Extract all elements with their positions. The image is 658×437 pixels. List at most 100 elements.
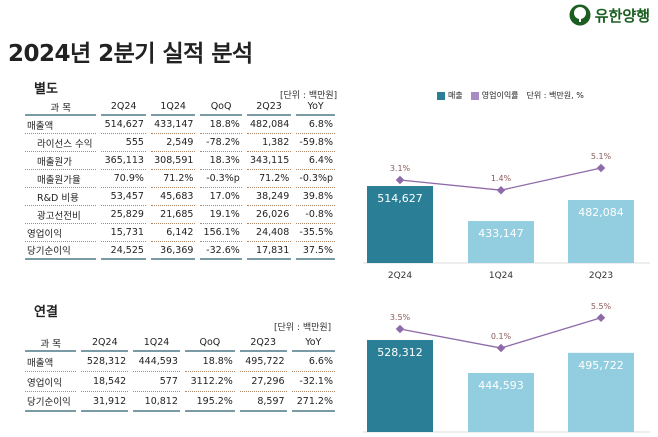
cell: 17,831 [246,242,292,260]
cell: 482,084 [246,116,292,134]
margin-label: 3.5% [390,313,411,322]
margin-point [395,324,405,334]
row-label: 당기순이익 [25,392,77,412]
legend-unit: 단위 : 백만원, % [526,91,584,100]
bar-2Q23 [568,352,634,432]
cell: 8,597 [239,392,287,412]
row-label: 매출원가율 [25,170,97,188]
row-label: 매출원가 [25,152,97,170]
table-row: 광고선전비 25,829 21,685 19.1% 26,026 -0.8% [25,206,335,224]
table-row: R&D 비용 53,457 45,683 17.0% 38,249 39.8% [25,188,335,206]
column-header: 과 목 [25,99,97,116]
cell: 36,369 [150,242,196,260]
cell: 6.4% [296,152,335,170]
cell: 71.2% [246,170,292,188]
cell: 6.8% [296,116,335,134]
column-header: 과 목 [25,335,77,352]
cell: 18.8% [200,116,242,134]
cell: 514,627 [101,116,146,134]
consolidated-chart: 528,3122Q24444,5931Q24495,7222Q233.5%0.1… [363,302,650,433]
bar-label: 514,627 [377,192,423,205]
cell: 31,912 [81,392,129,412]
bar-2Q24 [367,186,433,263]
cell: 70.9% [101,170,146,188]
cell: 27,296 [239,372,287,392]
cell: 24,408 [246,224,292,242]
cell: 53,457 [101,188,146,206]
margin-label: 1.4% [491,174,512,183]
bar-2Q24 [367,339,433,432]
cell: 271.2% [291,392,335,412]
standalone-table: 과 목 2Q24 1Q24 QoQ 2Q23 YoY 매출액 514,627 433,147 18… [20,99,340,260]
row-label: 매출액 [25,116,97,134]
cell: 577 [133,372,180,392]
margin-label: 3.1% [390,164,411,173]
bar-label: 495,722 [578,359,624,372]
column-header: 1Q24 [150,99,196,116]
cell: 6.6% [291,352,335,372]
tree-logo-icon [569,4,591,26]
cell: 45,683 [150,188,196,206]
bar-label: 433,147 [478,227,524,240]
cell: 343,115 [246,152,292,170]
row-label: 영업이익 [25,224,97,242]
cell: 2,549 [150,134,196,152]
consolidated-unit: [단위 : 백만원] [274,323,332,333]
table-row: 당기순이익 24,525 36,369 -32.6% 17,831 37.5% [25,242,335,260]
column-header: 2Q23 [246,99,292,116]
chart-legend: 매출 영업이익률 단위 : 백만원, % [437,90,584,101]
legend-sales: 매출 [437,90,463,101]
cell: -0.3%p [200,170,242,188]
row-label: 광고선전비 [25,206,97,224]
x-tick-label: 2Q23 [589,271,613,281]
column-header: 2Q23 [239,335,287,352]
cell: -0.8% [296,206,335,224]
cell: 24,525 [101,242,146,260]
cell: 18,542 [81,372,129,392]
row-label: 당기순이익 [25,242,97,260]
cell: 18.8% [184,352,235,372]
margin-label: 5.5% [591,302,612,311]
consolidated-table: 과 목 2Q24 1Q24 QoQ 2Q23 YoY 매출액 528,312 444,593 18… [20,335,340,412]
standalone-heading: 별도 [34,82,58,97]
bar-label: 444,593 [478,379,524,392]
table-row: 매출액 514,627 433,147 18.8% 482,084 6.8% [25,116,335,134]
cell: 6,142 [150,224,196,242]
column-header: YoY [291,335,335,352]
cell: 433,147 [150,116,196,134]
table-header: 과 목 2Q24 1Q24 QoQ 2Q23 YoY [25,335,335,352]
cell: 528,312 [81,352,129,372]
bar-2Q23 [568,200,634,263]
cell: 17.0% [200,188,242,206]
cell: 26,026 [246,206,292,224]
legend-margin: 영업이익률 [470,90,519,101]
table-row: 영업이익 15,731 6,142 156.1% 24,408 -35.5% [25,224,335,242]
column-header: QoQ [200,99,242,116]
bar-1Q24 [468,372,534,432]
cell: 495,722 [239,352,287,372]
margin-label: 0.1% [491,332,512,341]
bar-1Q24 [468,221,534,263]
cell: -32.6% [200,242,242,260]
cell: 10,812 [133,392,180,412]
margin-point [395,175,405,185]
cell: 71.2% [150,170,196,188]
cell: -0.3%p [296,170,335,188]
margin-point [496,185,506,195]
x-tick-label: 2Q24 [388,271,413,281]
column-header: YoY [296,99,335,116]
column-header: 2Q24 [81,335,129,352]
margin-label: 5.1% [591,152,612,161]
cell: 39.8% [296,188,335,206]
cell: 1,382 [246,134,292,152]
cell: 555 [101,134,146,152]
cell: 365,113 [101,152,146,170]
column-header: QoQ [184,335,235,352]
table-row: 매출원가 365,113 308,591 18.3% 343,115 6.4% [25,152,335,170]
cell: 195.2% [184,392,235,412]
margin-point [496,343,506,353]
table-row: 라이선스 수익 555 2,549 -78.2% 1,382 -59.8% [25,134,335,152]
table-row: 매출액 528,312 444,593 18.8% 495,722 6.6% [25,352,335,372]
cell: 15,731 [101,224,146,242]
row-label: 라이선스 수익 [25,134,97,152]
